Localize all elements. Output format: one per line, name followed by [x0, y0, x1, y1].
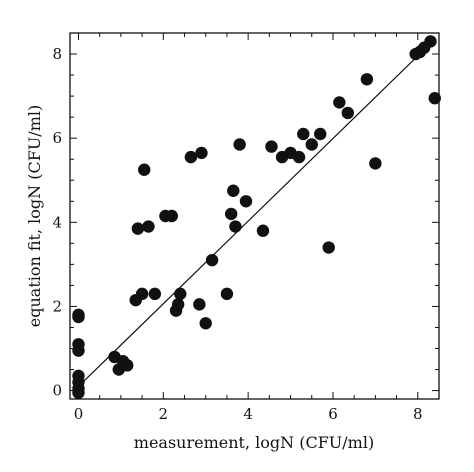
data-point [239, 195, 253, 208]
data-point [184, 150, 198, 164]
tick-labels: 0 2 4 6 8 0 2 4 6 8 [52, 45, 422, 423]
x-tick-label: 8 [413, 405, 423, 423]
data-point [142, 220, 155, 233]
data-point [424, 35, 437, 48]
data-point [72, 386, 85, 399]
data-point [72, 344, 85, 357]
x-tick-label: 0 [74, 405, 84, 423]
data-point [297, 127, 310, 141]
x-tick-label: 4 [243, 405, 253, 423]
data-point [341, 106, 355, 120]
data-point [121, 359, 134, 372]
x-tick-label: 2 [159, 405, 169, 423]
x-axis-title: measurement, logN (CFU/ml) [134, 433, 374, 452]
plot-frame [69, 32, 440, 400]
data-points [72, 35, 441, 399]
y-tick-label: 0 [52, 382, 62, 400]
data-point [138, 163, 151, 176]
data-point [165, 209, 178, 223]
data-point [135, 287, 149, 301]
data-point [233, 138, 246, 151]
data-point [292, 150, 306, 164]
data-point [199, 317, 212, 330]
data-point [256, 224, 270, 237]
y-axis-title: equation fit, logN (CFU/ml) [25, 105, 44, 327]
y-tick-label: 8 [52, 45, 62, 63]
y-tick-label: 2 [52, 297, 62, 315]
data-point [131, 222, 145, 235]
data-point [193, 298, 206, 311]
data-point [229, 220, 242, 233]
data-point [224, 207, 238, 221]
data-point [220, 287, 234, 301]
data-point [227, 184, 240, 197]
data-point [148, 287, 162, 301]
data-point [72, 310, 85, 324]
x-tick-label: 6 [328, 405, 338, 423]
data-point [369, 157, 382, 170]
fit-line [78, 40, 434, 387]
data-point [322, 241, 335, 254]
axis-ticks [70, 32, 440, 399]
y-tick-label: 4 [52, 213, 62, 231]
data-point [195, 146, 208, 160]
data-point [428, 92, 441, 105]
data-point [171, 298, 185, 311]
y-tick-label: 6 [52, 129, 62, 147]
data-point [360, 73, 374, 86]
data-point [174, 287, 187, 301]
data-point [205, 253, 219, 267]
data-point [265, 140, 278, 153]
data-point [305, 138, 318, 151]
data-point [314, 127, 327, 141]
data-point [333, 96, 346, 109]
